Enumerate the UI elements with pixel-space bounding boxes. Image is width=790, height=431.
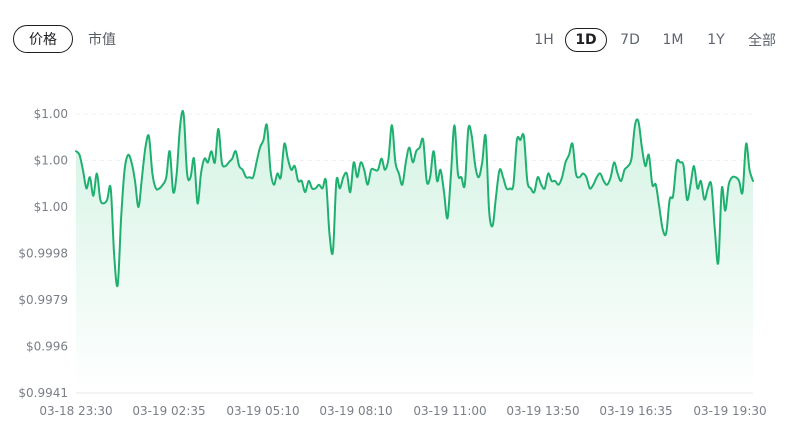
price-line xyxy=(75,109,754,288)
range-tab-7d[interactable]: 7D xyxy=(620,32,640,48)
range-tab-1y[interactable]: 1Y xyxy=(707,32,725,48)
y-tick-label: $0.996 xyxy=(26,340,68,354)
y-tick-label: $1.00 xyxy=(34,107,68,121)
x-tick-label: 03-19 11:00 xyxy=(413,404,486,418)
y-tick-label: $0.9998 xyxy=(18,247,68,261)
y-tick-label: $0.9979 xyxy=(18,293,68,307)
x-tick-label: 03-19 16:35 xyxy=(599,404,672,418)
range-tab-1d[interactable]: 1D xyxy=(565,28,607,52)
range-tab-all[interactable]: 全部 xyxy=(748,33,776,49)
price-area-fill xyxy=(76,110,753,394)
x-tick-label: 03-18 23:30 xyxy=(39,404,112,418)
range-tab-1m[interactable]: 1M xyxy=(662,32,684,48)
tab-market-cap[interactable]: 市值 xyxy=(88,32,116,48)
y-axis-labels: $1.00 $1.00 $1.00 $0.9998 $0.9979 $0.996 $0.99… xyxy=(18,107,68,400)
range-tab-1h[interactable]: 1H xyxy=(534,32,554,48)
x-tick-label: 03-19 13:50 xyxy=(506,404,579,418)
x-tick-label: 03-19 02:35 xyxy=(132,404,205,418)
y-tick-label: $0.9941 xyxy=(18,386,68,400)
x-tick-label: 03-19 19:30 xyxy=(693,404,766,418)
tab-price[interactable]: 价格 xyxy=(13,25,73,53)
y-tick-label: $1.00 xyxy=(34,154,68,168)
y-tick-label: $1.00 xyxy=(34,200,68,214)
x-axis-labels: 03-18 23:30 03-19 02:35 03-19 05:10 03-19 0… xyxy=(39,404,766,418)
x-tick-label: 03-19 05:10 xyxy=(226,404,299,418)
x-tick-label: 03-19 08:10 xyxy=(319,404,392,418)
